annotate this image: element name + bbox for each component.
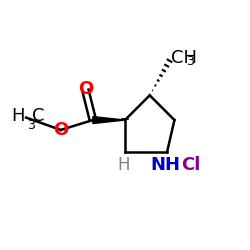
Text: 3: 3 (27, 119, 35, 132)
Text: 3: 3 (186, 56, 194, 68)
Text: C: C (32, 107, 44, 125)
Text: CH: CH (171, 49, 197, 67)
Text: H: H (12, 107, 25, 125)
Polygon shape (93, 116, 125, 123)
Text: NH: NH (151, 156, 181, 174)
Text: Cl: Cl (181, 156, 200, 174)
Text: O: O (53, 121, 68, 139)
Text: H: H (118, 156, 130, 174)
Text: O: O (78, 80, 93, 98)
